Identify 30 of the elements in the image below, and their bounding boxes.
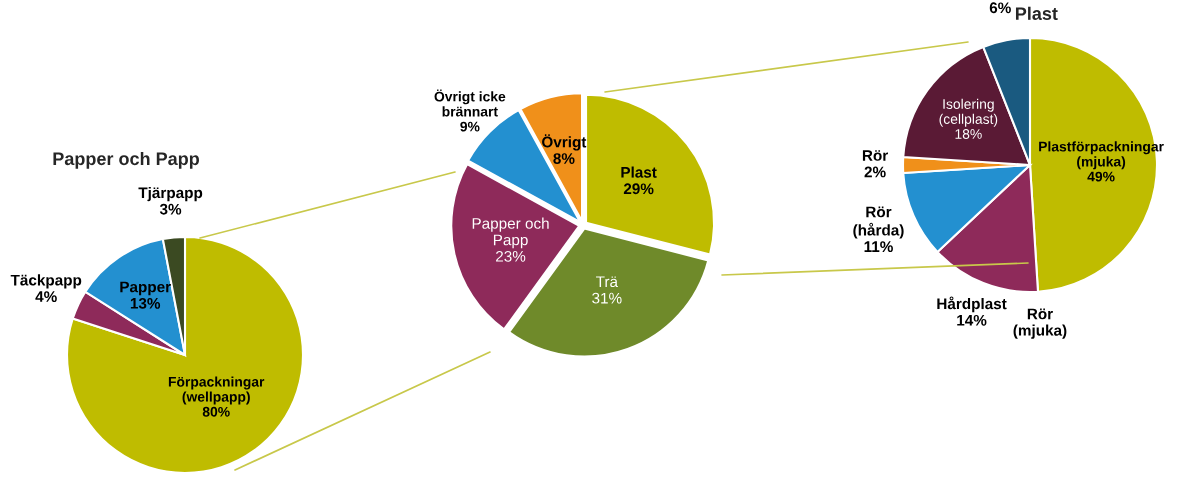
data-label: 31% <box>592 292 622 304</box>
slice-label: Rör (hårda) <box>853 206 904 239</box>
data-label: 80% <box>202 406 230 417</box>
data-label: 13% <box>130 297 161 309</box>
data-label: 2% <box>864 166 886 178</box>
data-label: 9% <box>460 121 480 132</box>
slice-label: Täckpapp <box>10 274 82 289</box>
slice-label: Isolering (cellplast) <box>939 98 998 127</box>
slice-label: Tjärpapp <box>138 186 203 202</box>
slice-label: Papper och Papp <box>472 217 549 249</box>
chart-title: Plast <box>1015 6 1058 20</box>
slice-label: Övrigt icke brännart <box>434 89 506 117</box>
data-label: 29% <box>623 183 654 195</box>
data-label: 11% <box>864 241 893 252</box>
data-label: 4% <box>35 291 57 302</box>
slice-label: Trä <box>596 276 619 288</box>
slice-label: Plast <box>621 166 657 178</box>
data-label: 18% <box>955 129 982 139</box>
slice-label: Förpackningar (wellpapp) <box>168 376 265 405</box>
data-label: 23% <box>496 250 526 262</box>
data-label: 49% <box>1087 171 1115 182</box>
category-label: Rör (mjuka) <box>1013 308 1067 339</box>
data-label: 8% <box>553 153 575 164</box>
slice-label: Rör <box>862 150 888 161</box>
data-label: 6% <box>989 2 1011 14</box>
data-label: 14% <box>957 314 987 326</box>
slice-label: Papper <box>120 281 171 296</box>
data-label: 3% <box>159 203 182 215</box>
slice-label: Hårdplast <box>937 296 1007 313</box>
chart-title: Papper och Papp <box>53 151 200 169</box>
